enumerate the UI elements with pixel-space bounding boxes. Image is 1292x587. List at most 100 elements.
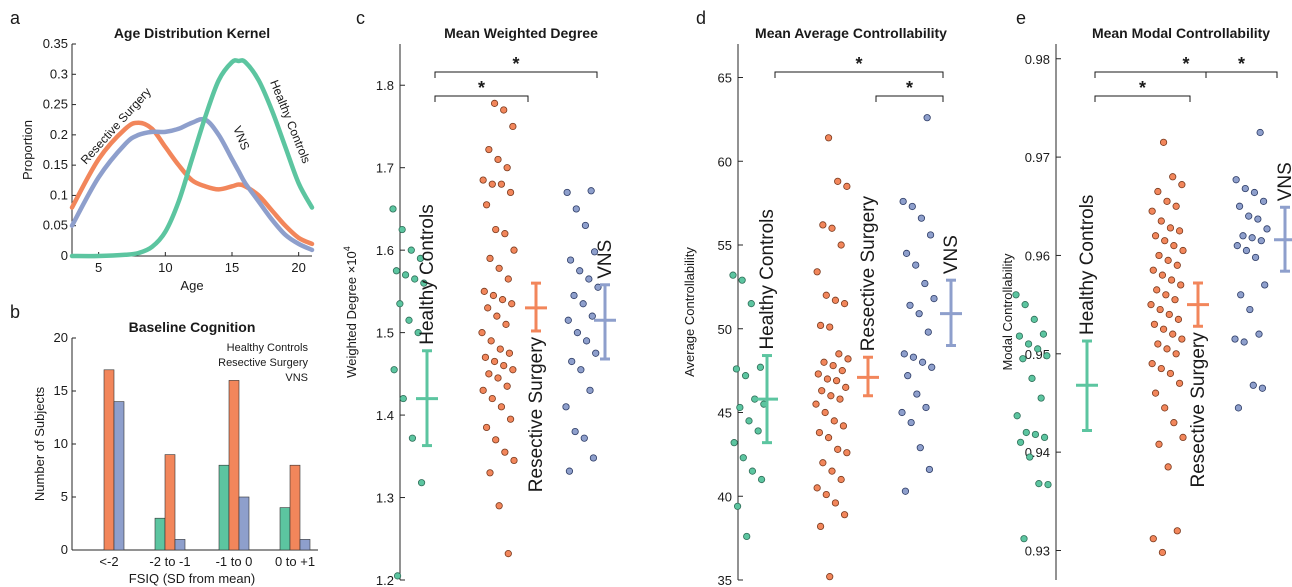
chart-b-category-label: -1 to 0 <box>216 554 253 569</box>
chart-a-xtick-label: 20 <box>291 260 305 275</box>
chart-c-point <box>564 316 572 324</box>
chart-d-point <box>736 403 744 412</box>
chart-e-point <box>1159 325 1168 333</box>
chart-d-ytick-label: 65 <box>718 71 732 86</box>
chart-d-point <box>836 395 844 403</box>
chart-e-point <box>1255 330 1263 338</box>
chart-d-ytick-label: 55 <box>718 238 732 253</box>
chart-c-point <box>503 382 511 390</box>
chart-e-ylabel-text: Modal Controllability <box>1000 253 1015 371</box>
chart-d-point <box>732 365 741 373</box>
chart-c-point <box>571 427 579 436</box>
chart-c-point <box>505 349 514 357</box>
chart-b-title: Baseline Cognition <box>129 319 256 335</box>
chart-e-point <box>1020 535 1028 543</box>
chart-d-point <box>812 400 820 408</box>
chart-d-point <box>924 328 932 336</box>
chart-d-ytick-label: 35 <box>718 573 732 587</box>
chart-e-point <box>1153 286 1161 294</box>
chart-e-significance-bracket <box>1094 95 1191 102</box>
chart-b-ytick-label: 15 <box>54 383 68 398</box>
chart-e-point <box>1256 128 1264 137</box>
chart-e-point <box>1179 433 1187 441</box>
chart-d-ytick-label: 60 <box>718 154 732 169</box>
chart-d-point <box>915 310 923 318</box>
chart-d-point <box>816 522 825 531</box>
chart-b-bar <box>103 369 115 551</box>
chart-e-point <box>1030 315 1038 323</box>
chart-d-point <box>814 370 822 378</box>
chart-e: Mean Modal Controllability0.930.940.950.… <box>1000 25 1292 580</box>
chart-e-point <box>1166 224 1175 232</box>
chart-b-category-label: 0 to +1 <box>275 554 315 569</box>
chart-d-point <box>925 465 934 474</box>
chart-e-point <box>1239 232 1247 240</box>
chart-a-line-series-1 <box>69 116 315 253</box>
chart-d-point <box>741 372 750 380</box>
chart-e-point <box>1170 242 1178 250</box>
chart-a-ytick-label: 0 <box>61 248 68 263</box>
chart-c-ytick-label: 1.8 <box>376 78 394 93</box>
chart-d-ylabel-text: Average Controllability <box>682 247 697 377</box>
chart-e-point <box>1172 202 1180 210</box>
chart-d: Mean Average Controllability 35 40 45 50 55 60… <box>682 25 962 587</box>
chart-c-point <box>510 456 518 465</box>
chart-c-point <box>498 296 507 304</box>
chart-c-point <box>495 502 503 510</box>
chart-c-point <box>485 145 493 154</box>
chart-e-point <box>1157 364 1165 373</box>
chart-c-ylabel-multiplier: ×10 <box>344 251 359 277</box>
chart-e-point <box>1175 379 1184 387</box>
chart-a-ytick-label: 0.2 <box>50 127 68 142</box>
chart-c-point <box>509 122 517 131</box>
chart-c-point <box>492 436 500 444</box>
chart-d-point <box>745 417 753 425</box>
chart-e-point <box>1155 251 1163 260</box>
chart-c-point <box>588 312 596 320</box>
chart-e-point <box>1016 438 1025 446</box>
chart-c-significance-bracket <box>434 71 598 78</box>
chart-e-point <box>1158 271 1167 279</box>
chart-d-point <box>923 114 931 122</box>
chart-c-point <box>416 254 425 262</box>
chart-a-title: Age Distribution Kernel <box>114 25 270 41</box>
chart-d-point <box>907 418 915 427</box>
chart-e-point <box>1246 305 1254 314</box>
chart-c-point <box>488 180 496 188</box>
chart-d-point <box>834 445 842 453</box>
chart-d-point <box>819 221 827 229</box>
chart-e-ytick-label: 0.96 <box>1025 248 1050 263</box>
chart-d-point <box>813 268 821 276</box>
chart-b-bar <box>279 507 291 551</box>
chart-c-point <box>580 434 588 442</box>
chart-c-significance-star: * <box>478 78 485 98</box>
chart-e-point <box>1151 389 1160 397</box>
chart-c-point <box>587 187 595 195</box>
chart-e-significance-star: * <box>1182 54 1189 74</box>
chart-c-point <box>420 279 428 287</box>
chart-c-point <box>501 230 509 238</box>
chart-d-point <box>926 231 935 239</box>
chart-d-point <box>739 454 747 462</box>
chart-d-point <box>824 134 833 142</box>
chart-b-legend-entry: Healthy Controls <box>227 342 309 354</box>
chart-c-point <box>487 337 495 345</box>
chart-d-point <box>843 182 851 190</box>
chart-c-point <box>563 188 571 197</box>
chart-d-point <box>828 467 836 475</box>
chart-a-ytick-label: 0.25 <box>43 97 68 112</box>
chart-c-point <box>396 300 404 308</box>
chart-d-point <box>823 375 832 383</box>
chart-e-point <box>1161 237 1169 245</box>
chart-c-point <box>478 329 486 337</box>
chart-d-significance-star: * <box>906 78 913 98</box>
chart-c-point <box>500 106 508 114</box>
chart-b-bar <box>289 464 301 551</box>
chart-a-ylabel: Proportion <box>20 120 35 180</box>
chart-c-point <box>390 366 398 374</box>
chart-d-point <box>826 573 834 581</box>
chart-e-point <box>1231 335 1239 343</box>
chart-e-point <box>1026 453 1034 461</box>
chart-d-point <box>840 511 849 519</box>
chart-e-point <box>1174 315 1183 323</box>
